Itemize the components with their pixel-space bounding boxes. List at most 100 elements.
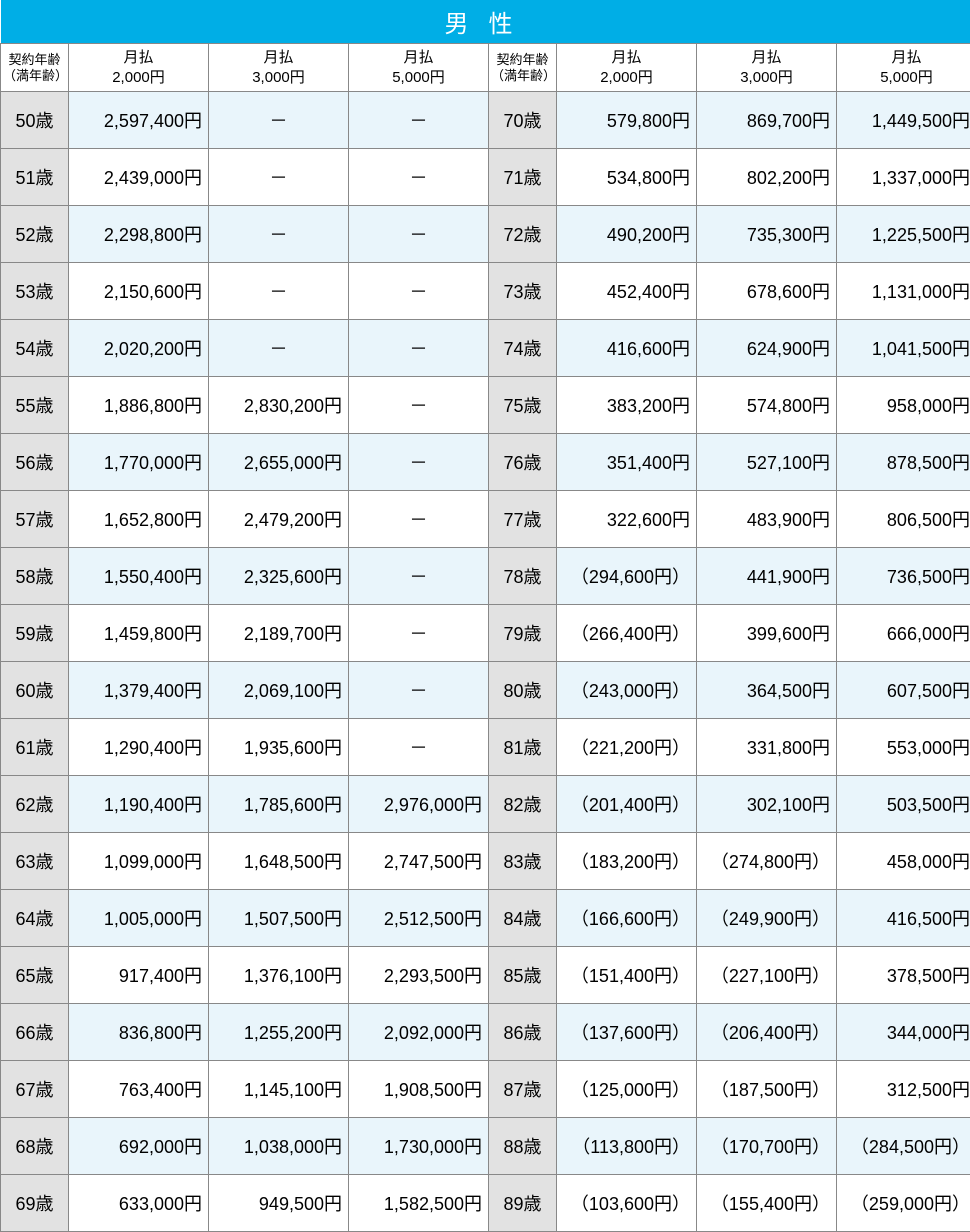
value-cell: 1,908,500円 <box>349 1061 489 1118</box>
value-cell: 351,400円 <box>557 434 697 491</box>
value-cell-empty: － <box>349 662 489 719</box>
value-cell-empty: － <box>349 206 489 263</box>
value-cell: 1,099,000円 <box>69 833 209 890</box>
value-cell: 1,379,400円 <box>69 662 209 719</box>
value-cell: 534,800円 <box>557 149 697 206</box>
age-cell: 71歳 <box>489 149 557 206</box>
value-cell: 806,500円 <box>837 491 970 548</box>
value-cell: 344,000円 <box>837 1004 970 1061</box>
col-amount: 2,000円 <box>600 69 653 86</box>
col-amount: 5,000円 <box>392 69 445 86</box>
value-cell: 1,652,800円 <box>69 491 209 548</box>
value-cell: 878,500円 <box>837 434 970 491</box>
table-row: 59歳1,459,800円2,189,700円－79歳（266,400円）399… <box>1 605 970 662</box>
value-cell: 553,000円 <box>837 719 970 776</box>
col-prefix: 月払 <box>123 49 153 66</box>
value-cell-empty: － <box>209 206 349 263</box>
col-prefix: 月払 <box>263 49 293 66</box>
value-cell-empty: － <box>349 149 489 206</box>
age-cell: 82歳 <box>489 776 557 833</box>
col-header-1l: 月払 2,000円 <box>69 44 209 92</box>
table-row: 69歳633,000円949,500円1,582,500円89歳（103,600… <box>1 1175 970 1232</box>
value-cell: 1,935,600円 <box>209 719 349 776</box>
value-cell: 312,500円 <box>837 1061 970 1118</box>
value-cell-empty: － <box>349 719 489 776</box>
table-row: 61歳1,290,400円1,935,600円－81歳（221,200円）331… <box>1 719 970 776</box>
col-header-3l: 月払 5,000円 <box>349 44 489 92</box>
value-cell: 802,200円 <box>697 149 837 206</box>
col-prefix: 月払 <box>403 49 433 66</box>
value-cell: 1,337,000円 <box>837 149 970 206</box>
value-cell: （206,400円） <box>697 1004 837 1061</box>
value-cell-empty: － <box>349 377 489 434</box>
value-cell: 2,325,600円 <box>209 548 349 605</box>
value-cell: 452,400円 <box>557 263 697 320</box>
value-cell: （103,600円） <box>557 1175 697 1232</box>
age-header-line1: 契約年齢 <box>496 52 548 67</box>
age-header-line2: （満年齢） <box>491 68 556 83</box>
value-cell: 1,131,000円 <box>837 263 970 320</box>
value-cell: （294,600円） <box>557 548 697 605</box>
value-cell: 1,550,400円 <box>69 548 209 605</box>
age-cell: 52歳 <box>1 206 69 263</box>
value-cell: 2,830,200円 <box>209 377 349 434</box>
value-cell: （221,200円） <box>557 719 697 776</box>
value-cell: 2,976,000円 <box>349 776 489 833</box>
insurance-table-wrap: 男性 契約年齢 （満年齢） 月払 2,000円 月払 3,000円 月払 5,0… <box>0 0 970 1232</box>
col-prefix: 月払 <box>611 49 641 66</box>
value-cell-empty: － <box>349 263 489 320</box>
value-cell: 527,100円 <box>697 434 837 491</box>
value-cell-empty: － <box>209 149 349 206</box>
table-row: 57歳1,652,800円2,479,200円－77歳322,600円483,9… <box>1 491 970 548</box>
value-cell: 1,225,500円 <box>837 206 970 263</box>
value-cell: 1,648,500円 <box>209 833 349 890</box>
age-cell: 51歳 <box>1 149 69 206</box>
age-cell: 87歳 <box>489 1061 557 1118</box>
table-row: 66歳836,800円1,255,200円2,092,000円86歳（137,6… <box>1 1004 970 1061</box>
age-cell: 80歳 <box>489 662 557 719</box>
value-cell: 624,900円 <box>697 320 837 377</box>
table-row: 63歳1,099,000円1,648,500円2,747,500円83歳（183… <box>1 833 970 890</box>
value-cell: （151,400円） <box>557 947 697 1004</box>
value-cell: 1,730,000円 <box>349 1118 489 1175</box>
value-cell: （125,000円） <box>557 1061 697 1118</box>
col-prefix: 月払 <box>751 49 781 66</box>
age-cell: 55歳 <box>1 377 69 434</box>
value-cell-empty: － <box>209 92 349 149</box>
age-cell: 77歳 <box>489 491 557 548</box>
table-row: 53歳2,150,600円－－73歳452,400円678,600円1,131,… <box>1 263 970 320</box>
table-body: 50歳2,597,400円－－70歳579,800円869,700円1,449,… <box>1 92 970 1232</box>
age-header-line1: 契約年齢 <box>8 52 60 67</box>
value-cell: （155,400円） <box>697 1175 837 1232</box>
value-cell: （249,900円） <box>697 890 837 947</box>
table-row: 51歳2,439,000円－－71歳534,800円802,200円1,337,… <box>1 149 970 206</box>
table-row: 68歳692,000円1,038,000円1,730,000円88歳（113,8… <box>1 1118 970 1175</box>
value-cell: （243,000円） <box>557 662 697 719</box>
value-cell-empty: － <box>349 92 489 149</box>
value-cell: （227,100円） <box>697 947 837 1004</box>
age-cell: 63歳 <box>1 833 69 890</box>
value-cell: （284,500円） <box>837 1118 970 1175</box>
value-cell: 378,500円 <box>837 947 970 1004</box>
value-cell: 383,200円 <box>557 377 697 434</box>
value-cell: 607,500円 <box>837 662 970 719</box>
age-cell: 74歳 <box>489 320 557 377</box>
age-cell: 67歳 <box>1 1061 69 1118</box>
value-cell: 2,597,400円 <box>69 92 209 149</box>
value-cell: 2,479,200円 <box>209 491 349 548</box>
col-prefix: 月払 <box>891 49 921 66</box>
value-cell: 633,000円 <box>69 1175 209 1232</box>
col-amount: 5,000円 <box>880 69 933 86</box>
value-cell: 490,200円 <box>557 206 697 263</box>
table-row: 60歳1,379,400円2,069,100円－80歳（243,000円）364… <box>1 662 970 719</box>
value-cell: 917,400円 <box>69 947 209 1004</box>
value-cell: 1,038,000円 <box>209 1118 349 1175</box>
age-cell: 76歳 <box>489 434 557 491</box>
value-cell: 763,400円 <box>69 1061 209 1118</box>
value-cell: 678,600円 <box>697 263 837 320</box>
age-cell: 64歳 <box>1 890 69 947</box>
value-cell: 416,600円 <box>557 320 697 377</box>
value-cell: 2,150,600円 <box>69 263 209 320</box>
value-cell: 1,770,000円 <box>69 434 209 491</box>
col-amount: 3,000円 <box>740 69 793 86</box>
